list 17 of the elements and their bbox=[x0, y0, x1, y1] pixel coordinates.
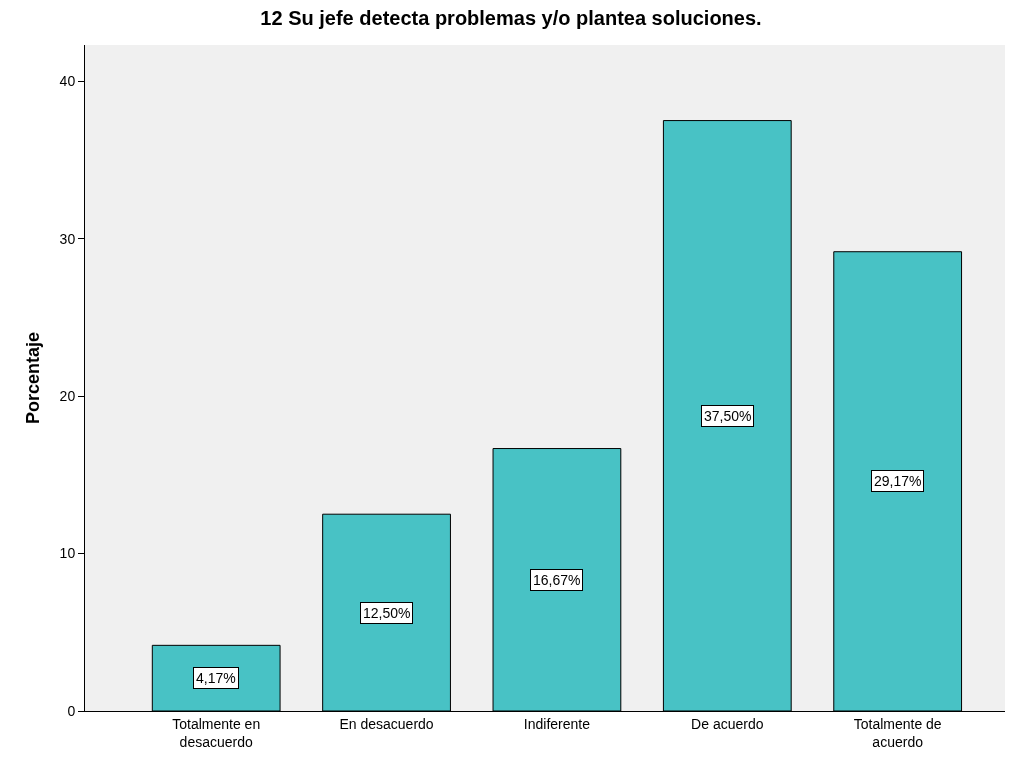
data-label: 4,17% bbox=[196, 670, 236, 686]
y-tick-label: 30 bbox=[59, 230, 76, 247]
chart-title: 12 Su jefe detecta problemas y/o plantea soluciones. bbox=[260, 7, 762, 30]
data-label: 16,67% bbox=[533, 572, 581, 588]
y-tick-label: 10 bbox=[59, 545, 76, 562]
y-tick-label: 0 bbox=[67, 702, 76, 719]
x-tick-label: En desacuerdo bbox=[339, 715, 434, 732]
y-tick-label: 40 bbox=[59, 73, 76, 90]
x-tick-label: Totalmente de acuerdo bbox=[853, 715, 942, 750]
x-tick-label: Totalmente en desacuerdo bbox=[172, 715, 261, 750]
data-label: 37,50% bbox=[704, 408, 752, 424]
x-tick-label: De acuerdo bbox=[691, 715, 764, 732]
data-label: 29,17% bbox=[874, 473, 922, 489]
y-tick-label: 20 bbox=[59, 388, 76, 405]
y-axis-title: Porcentaje bbox=[22, 331, 43, 425]
x-tick-label: Indiferente bbox=[523, 715, 591, 732]
data-label: 12,50% bbox=[363, 605, 411, 621]
